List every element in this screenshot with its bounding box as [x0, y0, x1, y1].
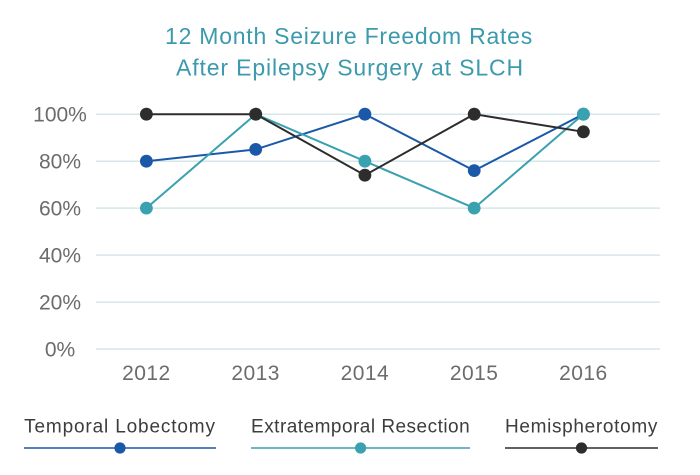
svg-text:2013: 2013: [231, 362, 280, 385]
svg-text:12 Month Seizure Freedom Rates: 12 Month Seizure Freedom Rates: [165, 23, 533, 49]
svg-text:40%: 40%: [39, 245, 81, 268]
svg-text:0%: 0%: [45, 338, 75, 361]
svg-text:2015: 2015: [450, 362, 499, 385]
svg-text:2012: 2012: [122, 362, 171, 385]
svg-text:Hemispherotomy: Hemispherotomy: [505, 417, 658, 438]
svg-text:After Epilepsy Surgery at SLCH: After Epilepsy Surgery at SLCH: [176, 55, 524, 81]
svg-text:100%: 100%: [33, 104, 87, 127]
svg-text:2014: 2014: [341, 362, 390, 385]
svg-text:80%: 80%: [39, 151, 81, 174]
svg-text:60%: 60%: [39, 198, 81, 221]
svg-text:Temporal Lobectomy: Temporal Lobectomy: [24, 417, 216, 438]
svg-text:20%: 20%: [39, 292, 81, 315]
svg-text:2016: 2016: [559, 362, 608, 385]
svg-text:Extratemporal Resection: Extratemporal Resection: [251, 417, 470, 438]
